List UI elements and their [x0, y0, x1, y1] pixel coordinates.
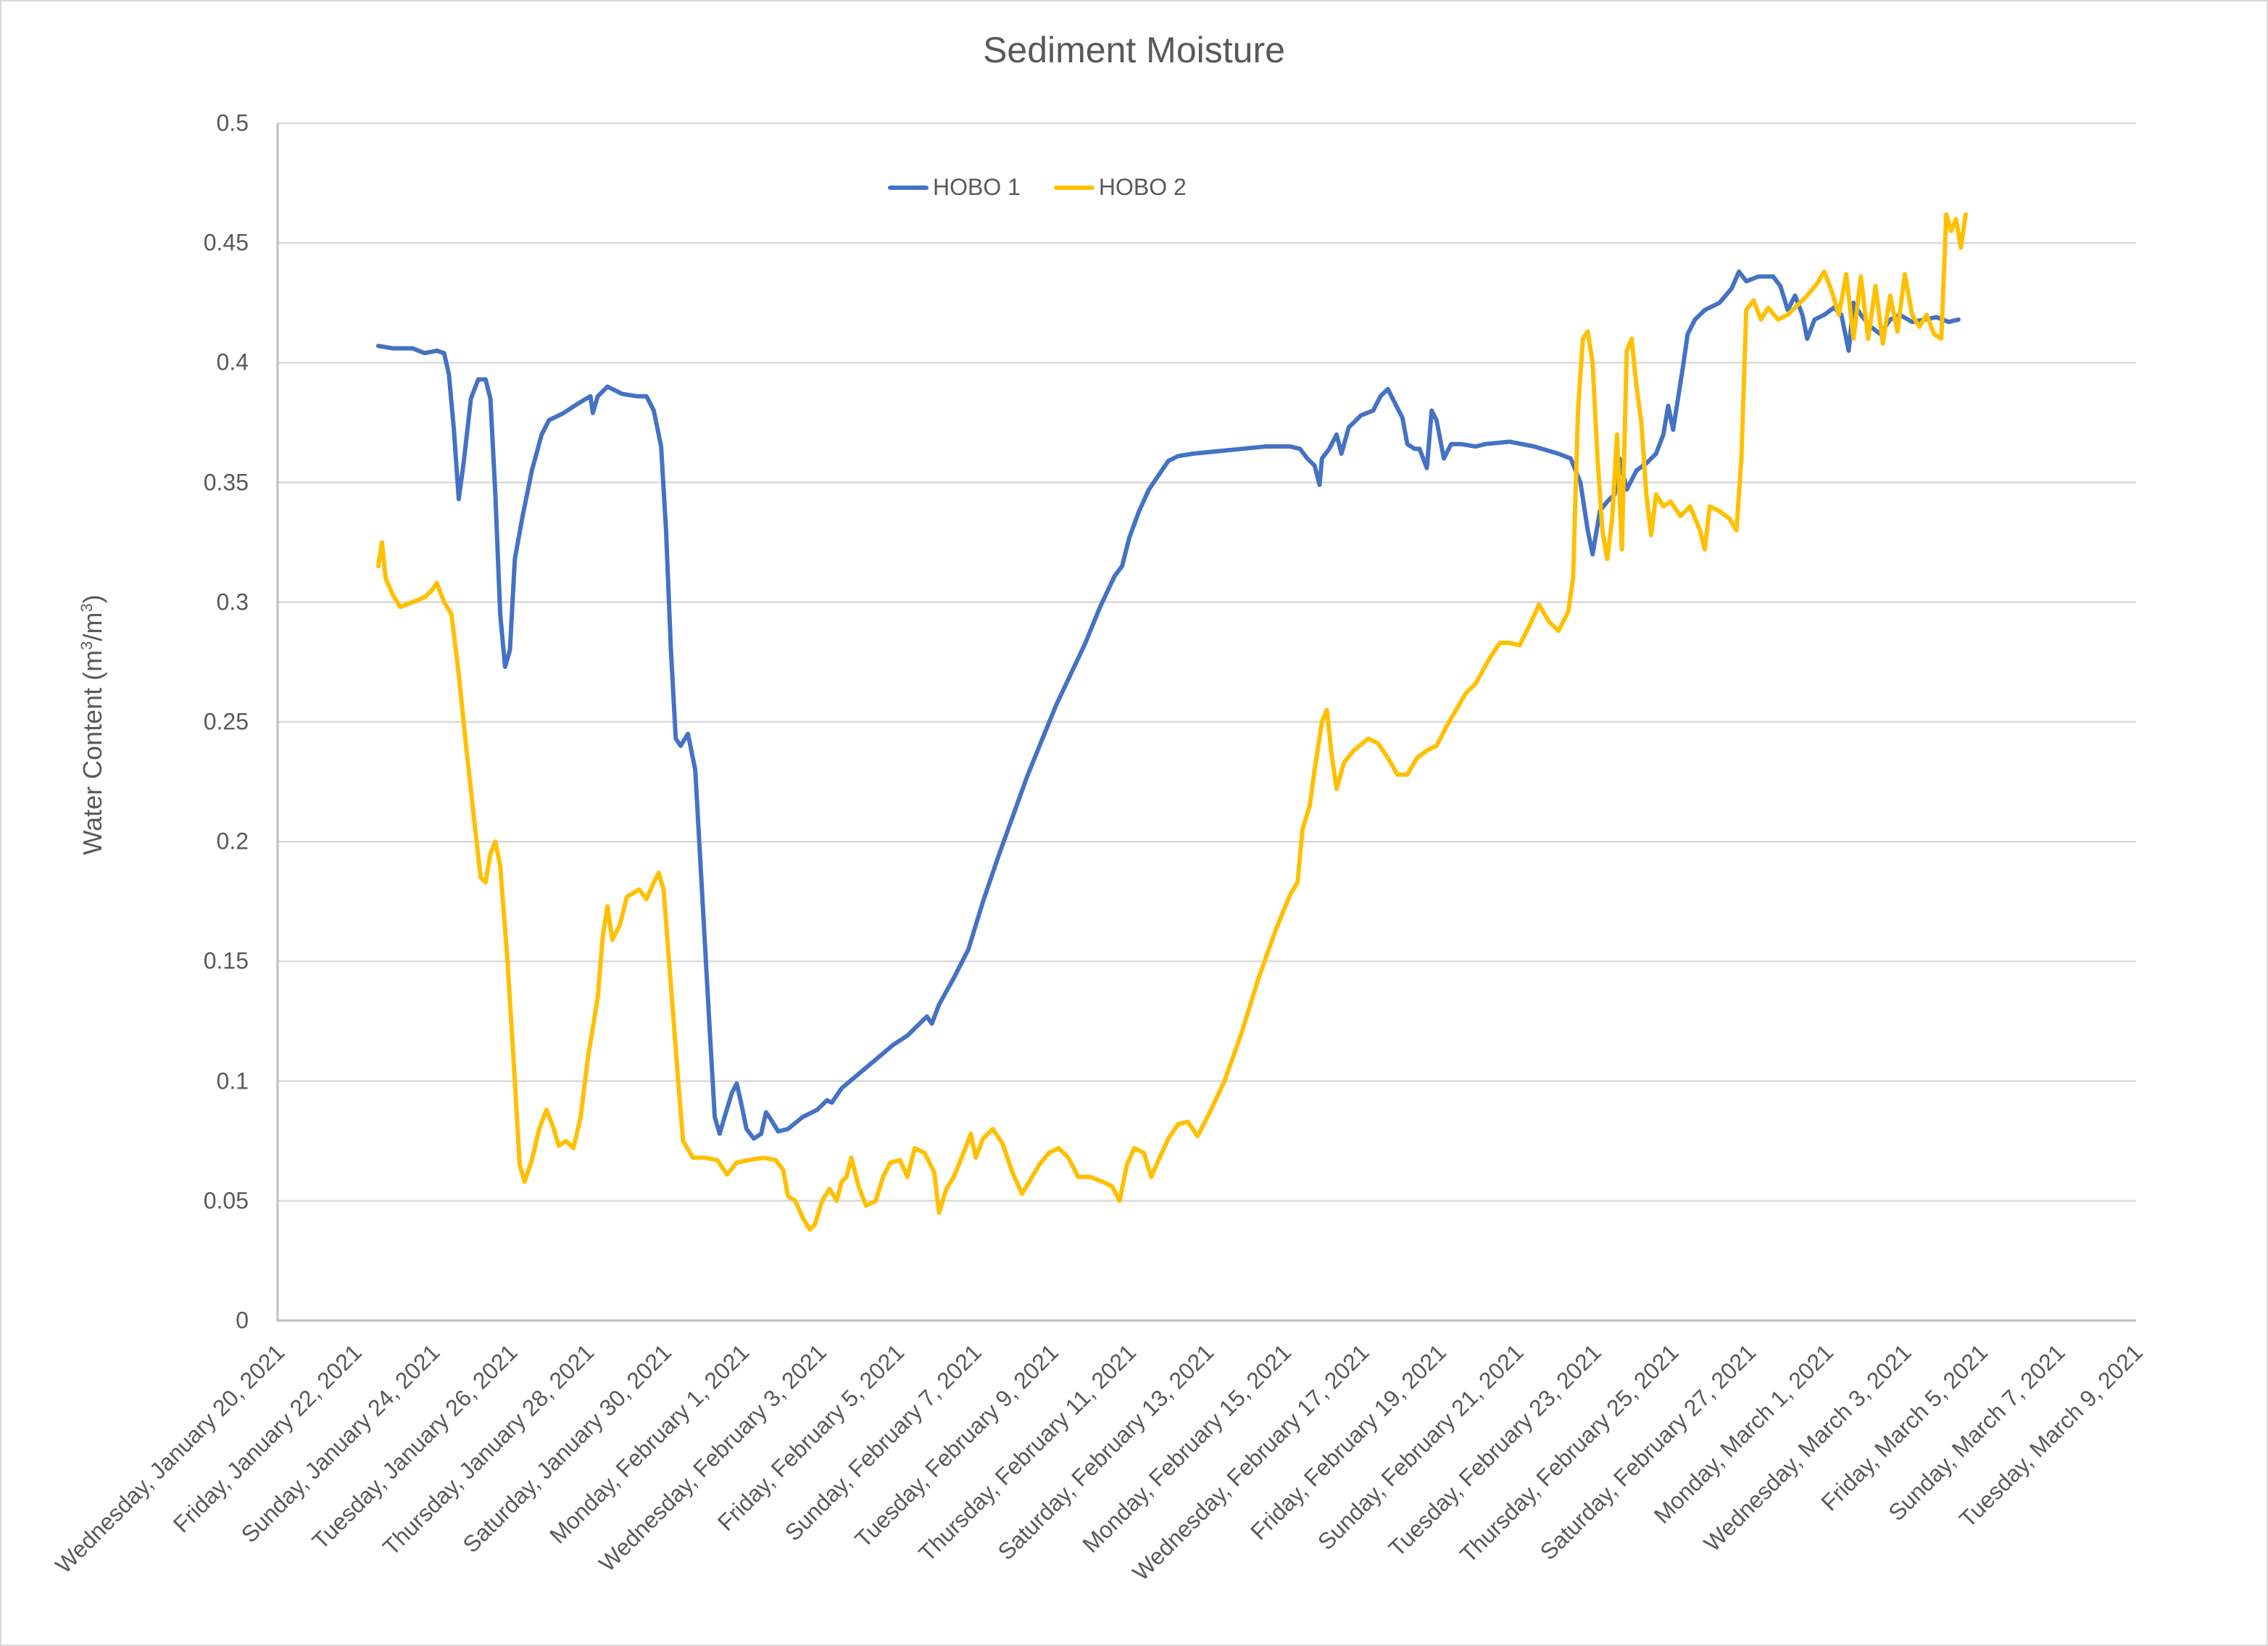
y-tick-label: 0 [236, 1307, 249, 1334]
y-tick-label: 0.4 [216, 349, 249, 375]
y-tick-label: 0.2 [216, 828, 249, 855]
legend-swatch-icon [888, 185, 929, 190]
y-tick-label: 0.1 [216, 1068, 249, 1094]
legend-item-hobo-2[interactable]: HOBO 2 [1053, 174, 1187, 201]
series-line-hobo-1 [375, 269, 1961, 1141]
y-tick-label: 0.15 [203, 947, 249, 974]
series-line-hobo-2 [375, 212, 1968, 1232]
series-lines [375, 212, 1968, 1232]
legend-swatch-icon [1053, 185, 1094, 190]
y-tick-label: 0.25 [203, 708, 249, 735]
y-tick-label: 0.45 [203, 229, 249, 256]
y-tick-label: 0.5 [216, 109, 249, 136]
legend-item-hobo-1[interactable]: HOBO 1 [888, 174, 1021, 201]
axis-lines [276, 123, 2136, 1322]
legend-label: HOBO 2 [1098, 174, 1187, 200]
chart-title: Sediment Moisture [983, 30, 1285, 70]
gridlines [276, 122, 2136, 1322]
y-tick-label: 0.05 [203, 1187, 249, 1214]
y-tick-label: 0.35 [203, 469, 249, 496]
chart-legend: HOBO 1 HOBO 2 [888, 174, 1187, 201]
y-tick-label: 0.3 [216, 589, 249, 615]
legend-label: HOBO 1 [933, 174, 1021, 200]
